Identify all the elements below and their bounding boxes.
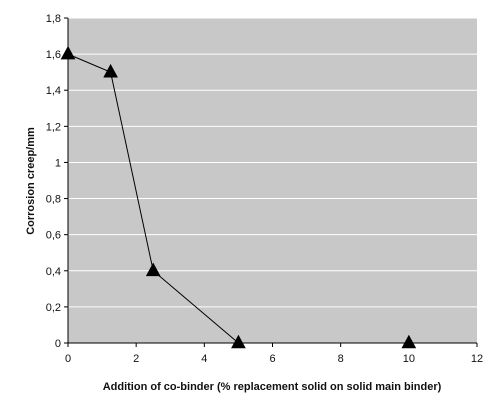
y-tick-label: 1,8 [46, 13, 61, 25]
x-tick-label: 6 [269, 353, 275, 365]
gridlines [68, 17, 477, 308]
plot-area [68, 18, 477, 343]
y-tick-label: 0,4 [46, 266, 61, 278]
x-tick-label: 12 [471, 353, 483, 365]
y-tick-label: 1,6 [46, 49, 61, 61]
y-tick-label: 1,4 [46, 85, 61, 97]
y-tick-label: 1 [55, 157, 61, 169]
y-axis-title: Corrosion creep/mm [25, 127, 37, 235]
data-point-triangle [145, 262, 161, 277]
data-point-triangle [231, 334, 246, 349]
y-tick-label: 0,6 [46, 230, 61, 242]
x-tick-label: 2 [133, 353, 139, 365]
y-tick-label: 0 [55, 338, 61, 350]
x-axis-title: Addition of co-binder (% replacement sol… [103, 381, 442, 393]
y-tick-label: 0,2 [46, 302, 61, 314]
data-series [60, 45, 417, 349]
x-tick-label: 8 [338, 353, 344, 365]
x-tick-label: 0 [65, 353, 71, 365]
x-tick-label: 10 [403, 353, 415, 365]
x-tick-label: 4 [201, 353, 207, 365]
y-tick-label: 1,2 [46, 121, 61, 133]
data-point-triangle [60, 45, 76, 60]
ticks: 0 0,2 0,4 0,6 0,8 1 1,2 1,4 1,6 1,8 0 2 4 6 8 10 12 [46, 13, 483, 365]
y-tick-label: 0,8 [46, 194, 61, 206]
data-point-triangle [401, 334, 417, 349]
data-point-triangle [103, 63, 118, 78]
